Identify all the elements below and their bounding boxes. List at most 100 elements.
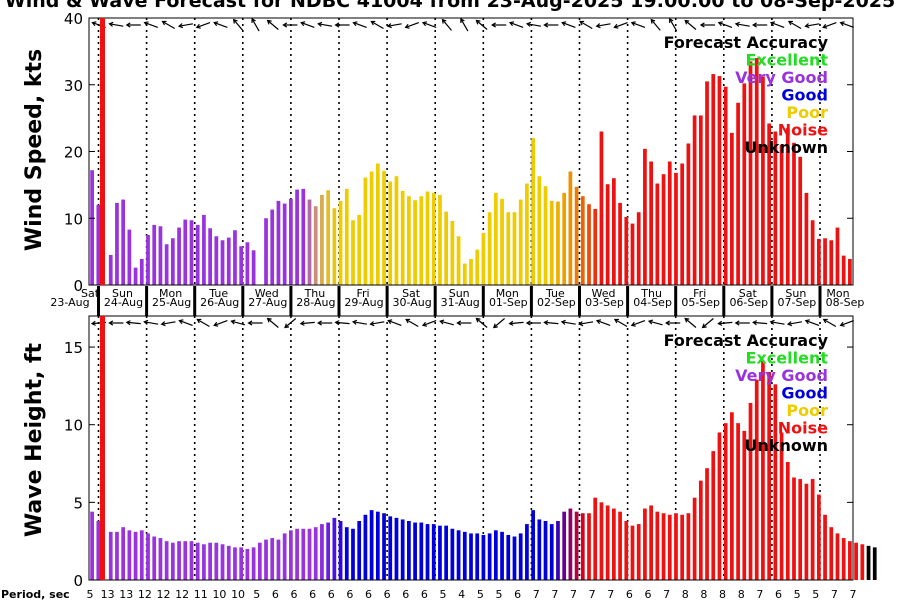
wave-direction-arrow xyxy=(840,320,854,326)
wave-bar xyxy=(419,522,424,580)
wind-direction-arrow xyxy=(823,22,837,28)
wind-direction-arrow-head xyxy=(752,22,757,28)
wind-bar xyxy=(525,183,529,285)
wave-bar xyxy=(798,479,803,580)
wave-bar xyxy=(462,531,467,580)
wind-direction-arrow-head xyxy=(421,21,428,27)
wave-bar xyxy=(133,531,138,580)
wave-bar xyxy=(338,520,343,580)
period-value: 7 xyxy=(533,588,540,600)
wind-bar xyxy=(289,198,293,285)
wave-bar xyxy=(226,545,231,580)
wind-bar xyxy=(612,178,616,285)
wave-bar xyxy=(146,533,150,580)
wind-bar xyxy=(239,246,244,285)
wind-direction-arrow-head xyxy=(441,18,447,24)
day-name-label: Thu xyxy=(304,287,326,300)
wind-direction-arrow xyxy=(442,19,452,31)
wave-direction-arrow-head xyxy=(178,319,184,325)
wave-direction-arrow xyxy=(544,321,559,325)
wind-direction-arrow xyxy=(460,18,469,32)
period-value: 10 xyxy=(231,588,245,600)
wave-bar xyxy=(506,534,511,580)
wave-y-axis-label: Wave Height, ft xyxy=(22,342,47,537)
period-value: 6 xyxy=(384,588,391,600)
wind-bar xyxy=(804,192,809,285)
wind-legend-item: Poor xyxy=(786,103,828,122)
wind-direction-arrow xyxy=(476,20,488,30)
period-value: 7 xyxy=(570,588,577,600)
wind-direction-arrow-head xyxy=(91,21,97,27)
wind-bar xyxy=(618,202,622,285)
wind-bar xyxy=(264,218,268,285)
period-value: 5 xyxy=(477,588,484,600)
period-value: 6 xyxy=(514,588,521,600)
wind-bar xyxy=(574,186,579,285)
period-value: 6 xyxy=(346,588,353,600)
wave-bar xyxy=(208,542,212,580)
wave-direction-arrow-head xyxy=(317,320,322,326)
wind-bar xyxy=(829,240,834,285)
wind-y-tick-label: 20 xyxy=(64,144,83,162)
wind-direction-arrow-head xyxy=(232,18,238,24)
wave-bar xyxy=(705,468,709,580)
wave-direction-arrow-head xyxy=(734,320,740,326)
wave-direction-arrow xyxy=(405,318,419,328)
wave-direction-arrow-head xyxy=(492,323,498,329)
wave-bar xyxy=(164,541,169,580)
wave-direction-arrow-head xyxy=(595,319,602,325)
wave-bar xyxy=(593,497,598,580)
wind-direction-arrow xyxy=(318,23,333,27)
period-value: 6 xyxy=(645,588,652,600)
wind-direction-arrow-head xyxy=(787,20,793,26)
wind-legend-title: Forecast Accuracy xyxy=(664,33,829,52)
wave-bar xyxy=(698,480,703,580)
wave-bar xyxy=(344,527,349,580)
wind-bar xyxy=(599,131,604,285)
wind-bar xyxy=(226,237,231,285)
wind-bar xyxy=(680,163,685,285)
wind-direction-arrow xyxy=(251,18,260,32)
wave-legend-item: Excellent xyxy=(746,349,829,368)
wind-direction-arrow xyxy=(387,23,402,27)
day-name-label: Fri xyxy=(693,287,706,300)
wind-bar xyxy=(444,211,449,285)
wave-bar xyxy=(189,541,194,580)
day-name-label: Wed xyxy=(592,287,616,300)
wave-bar xyxy=(667,514,672,580)
wave-bar xyxy=(512,536,517,580)
wind-bar xyxy=(313,206,318,285)
wave-bar xyxy=(773,384,778,580)
wind-bar xyxy=(438,194,442,285)
wave-bar xyxy=(531,510,535,580)
wave-direction-arrow-head xyxy=(786,321,793,327)
wave-bar xyxy=(158,538,163,580)
wave-bar xyxy=(841,538,846,580)
period-value: 11 xyxy=(194,588,208,600)
wind-y-tick-label: 40 xyxy=(64,10,83,28)
wind-bar xyxy=(767,123,772,285)
wind-bar xyxy=(587,204,591,285)
wave-direction-arrow-head xyxy=(405,318,411,324)
wave-bar xyxy=(450,528,455,580)
wind-direction-arrow-head xyxy=(177,23,184,29)
wave-direction-arrow-head xyxy=(822,318,828,324)
wave-direction-arrow-head xyxy=(839,321,845,327)
wave-bar xyxy=(568,508,573,580)
wave-bar xyxy=(301,528,306,580)
period-value: 12 xyxy=(157,588,171,600)
wind-direction-arrow-head xyxy=(161,20,167,26)
wave-bar xyxy=(649,505,653,580)
wind-direction-arrow xyxy=(196,22,211,28)
wave-bar xyxy=(723,423,728,580)
wind-direction-arrow-head xyxy=(769,21,776,27)
wind-bar xyxy=(351,220,355,285)
wind-bar xyxy=(624,216,629,285)
wind-bar xyxy=(667,161,672,285)
wave-bar xyxy=(351,528,355,580)
wind-bar xyxy=(785,128,790,285)
wave-direction-arrow-head xyxy=(665,320,670,326)
wave-bar xyxy=(599,502,604,580)
wave-direction-arrow-head xyxy=(196,318,202,324)
